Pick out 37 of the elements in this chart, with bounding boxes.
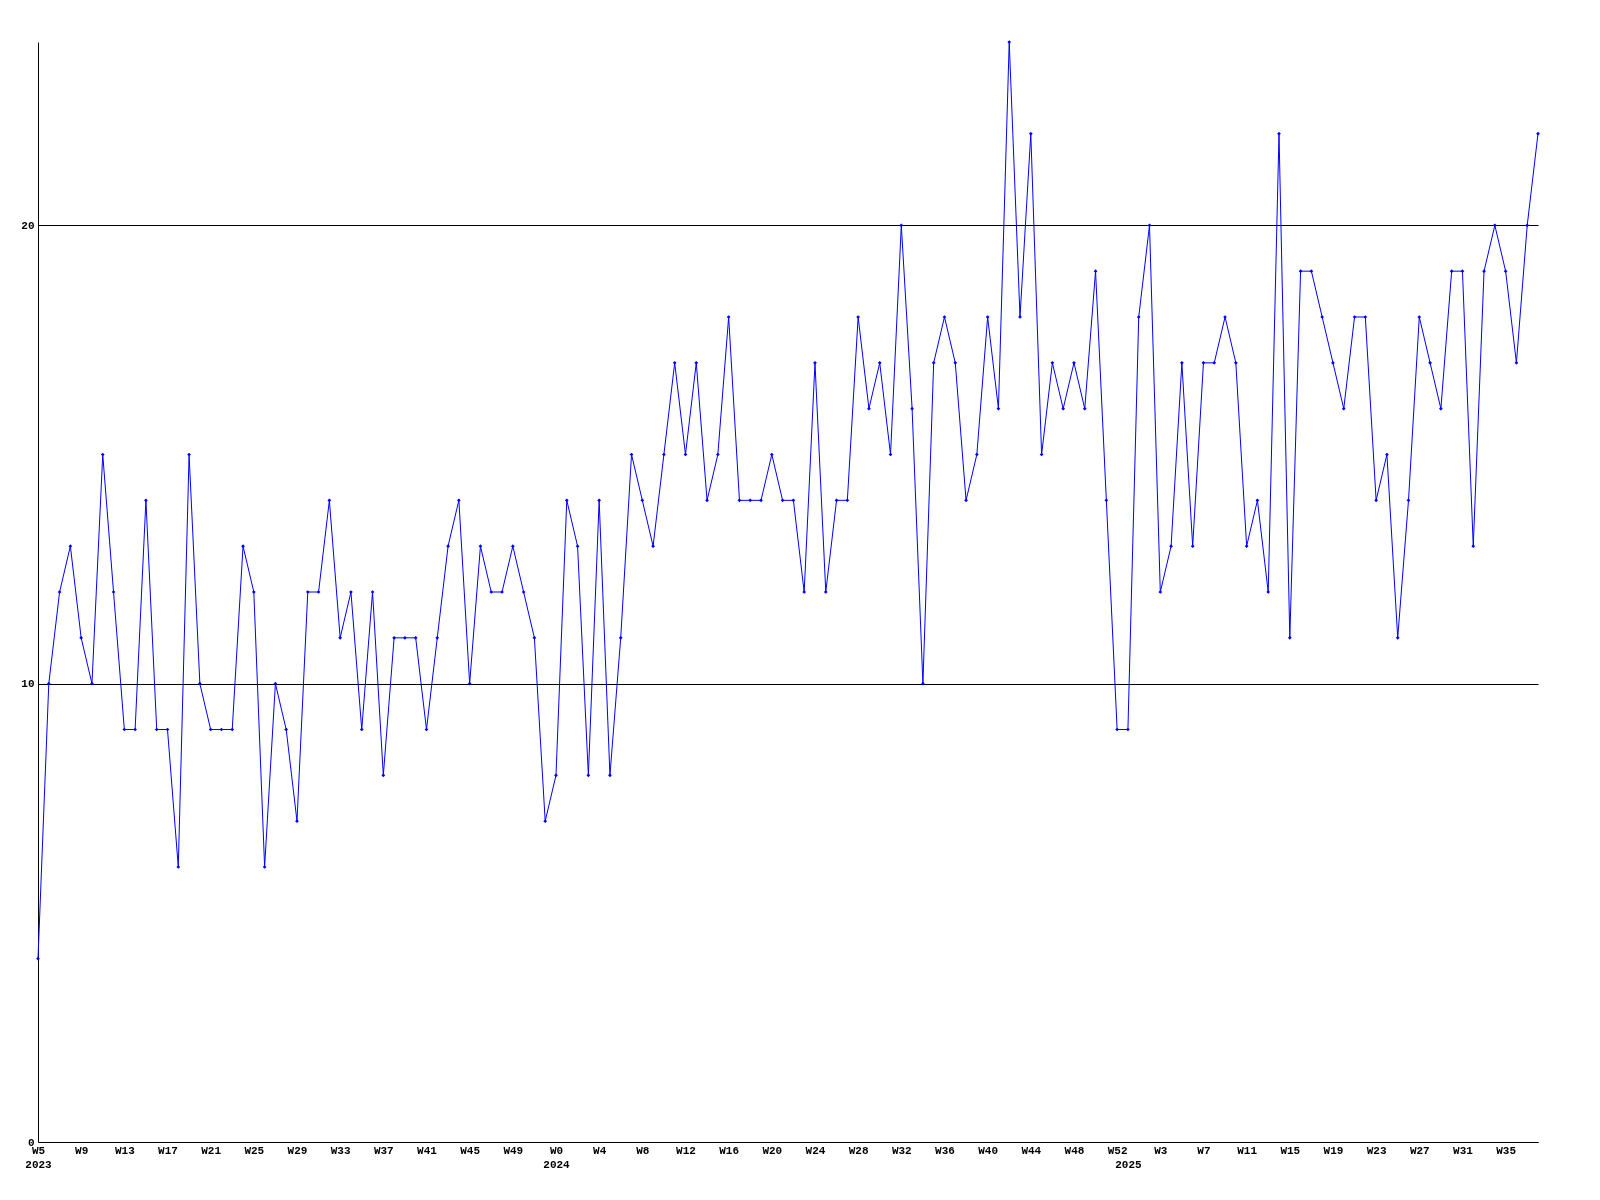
x-tick-label: W45 — [460, 1144, 481, 1157]
x-tick-label: W20 — [762, 1144, 783, 1157]
x-tick-label: W12 — [676, 1144, 696, 1157]
x-tick-label: W15 — [1280, 1144, 1301, 1157]
y-tick-label: 20 — [21, 219, 35, 232]
x-tick-label: W40 — [978, 1144, 999, 1157]
x-tick-label: W3 — [1154, 1144, 1168, 1157]
x-tick-label: W28 — [848, 1144, 869, 1157]
x-tick-label: W32 — [891, 1144, 912, 1157]
x-tick-label: W0 2024 — [543, 1144, 571, 1171]
x-tick-label: W7 — [1197, 1144, 1211, 1157]
x-tick-label: W23 — [1366, 1144, 1387, 1157]
x-tick-label: W29 — [287, 1144, 308, 1157]
x-tick-label: W31 — [1453, 1144, 1474, 1157]
x-tick-label: W52 — [1107, 1144, 1128, 1157]
x-tick-label: W27 — [1409, 1144, 1430, 1157]
x-tick-label: W8 — [636, 1144, 650, 1157]
x-tick-label: W48 — [1064, 1144, 1085, 1157]
x-tick-label: W24 — [805, 1144, 826, 1157]
x-tick-label: W13 — [114, 1144, 136, 1157]
y-tick-label: 10 — [21, 678, 35, 691]
x-tick-label: W19 — [1323, 1144, 1344, 1157]
x-tick-label: W36 — [935, 1144, 955, 1157]
x-tick-label: W4 — [593, 1144, 607, 1157]
x-tick-label: W9 — [75, 1144, 89, 1157]
x-tick-label: W16 — [719, 1144, 740, 1157]
x-tick-label: 2025 — [1115, 1158, 1143, 1171]
x-tick-label: W44 — [1021, 1144, 1042, 1157]
x-tick-label: W25 — [244, 1144, 265, 1157]
x-tick-label: W37 — [373, 1144, 394, 1157]
x-tick-label: W35 — [1496, 1144, 1517, 1157]
x-tick-label: W17 — [158, 1144, 178, 1157]
x-tick-label: W33 — [330, 1144, 351, 1157]
x-tick-label: W11 — [1237, 1144, 1258, 1157]
x-tick-label: W21 — [201, 1144, 222, 1157]
x-tick-label: W41 — [417, 1144, 438, 1157]
x-tick-label: W49 — [503, 1144, 524, 1157]
